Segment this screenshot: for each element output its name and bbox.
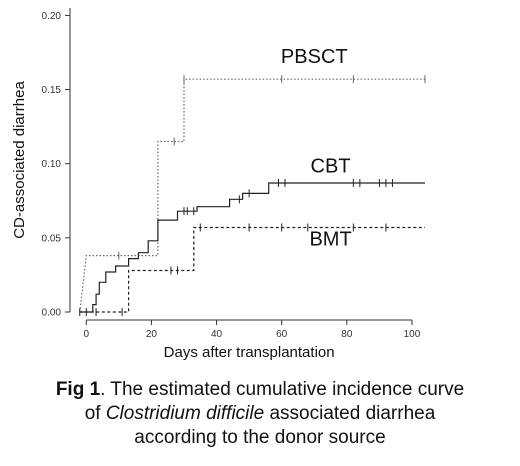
series-label-pbsct: PBSCT	[281, 46, 348, 68]
figure-caption: Fig 1. The estimated cumulative incidenc…	[0, 378, 520, 450]
series-cbt	[79, 178, 425, 316]
caption-line-1: Fig 1. The estimated cumulative incidenc…	[55, 379, 465, 400]
cumulative-incidence-chart: 0.00 0.05 0.10 0.15 0.20 0 20 40 60 80 100 PBSCT CB…	[11, 8, 426, 361]
x-tick-label: 100	[404, 329, 421, 340]
series-line-bmt	[79, 226, 425, 313]
series-line-cbt	[79, 182, 425, 313]
x-tick-label: 80	[341, 329, 353, 340]
series-pbsct	[79, 75, 426, 313]
series-line-pbsct	[79, 78, 425, 313]
series-labels: PBSCT CBT BMT	[281, 46, 352, 250]
series-layer	[79, 75, 426, 316]
axes: 0.00 0.05 0.10 0.15 0.20 0 20 40 60 80 100	[42, 8, 421, 340]
x-tick-label: 60	[276, 329, 288, 340]
y-tick-label: 0.15	[42, 85, 62, 96]
caption-line-2: of Clostridium difficile associated diar…	[84, 403, 436, 424]
figure-label: Fig 1	[55, 379, 101, 400]
species-name: Clostridium difficile	[105, 403, 265, 424]
series-label-cbt: CBT	[311, 156, 351, 178]
series-bmt	[79, 223, 425, 316]
x-tick-label: 40	[211, 329, 223, 340]
y-tick-label: 0.00	[42, 308, 62, 319]
y-tick-label: 0.10	[42, 159, 62, 170]
x-tick-label: 0	[84, 329, 90, 340]
caption-line-3: according to the donor source	[134, 427, 386, 448]
y-tick-label: 0.05	[42, 233, 62, 244]
series-label-bmt: BMT	[309, 228, 351, 250]
y-tick-label: 0.20	[42, 11, 62, 22]
x-axis-title: Days after transplantation	[164, 344, 335, 361]
y-axis-title: CD-associated diarrhea	[11, 81, 28, 239]
x-tick-label: 20	[146, 329, 158, 340]
